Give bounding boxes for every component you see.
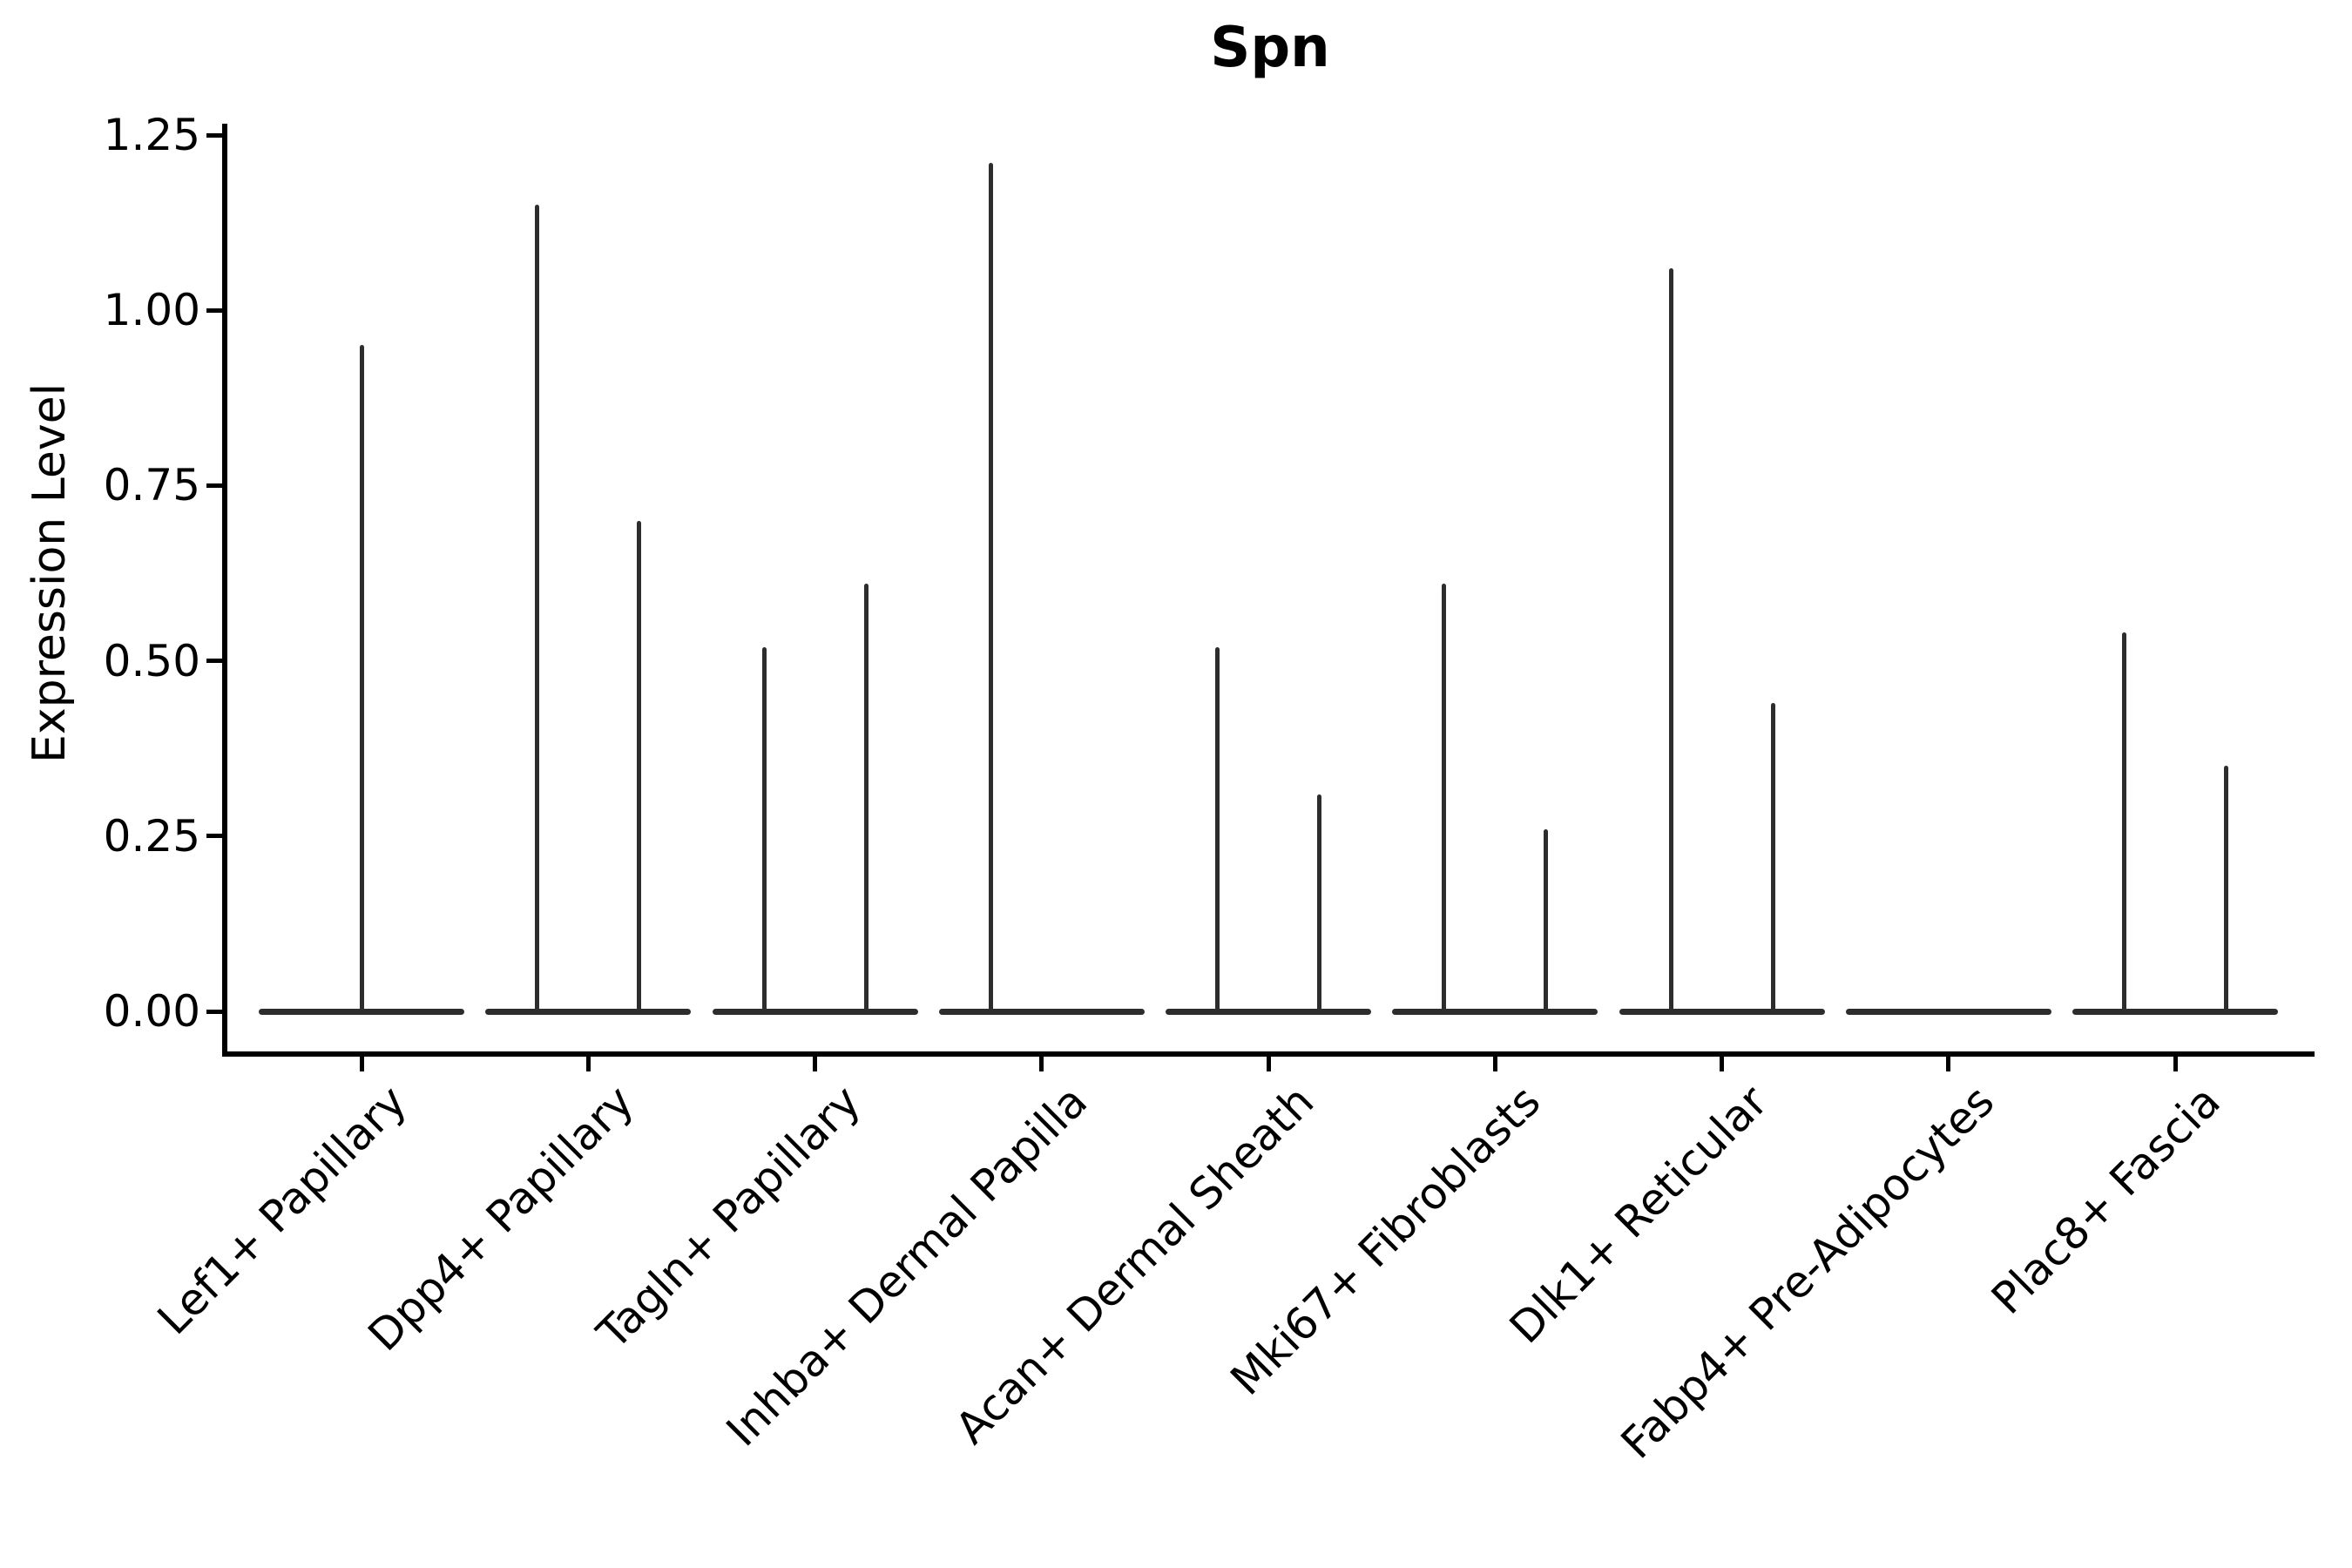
violin-spike xyxy=(1668,267,1673,1011)
x-tick-mark xyxy=(585,1057,591,1071)
violin-baseline xyxy=(1392,1008,1598,1015)
violin-spike xyxy=(637,520,642,1011)
violin-spike xyxy=(359,345,364,1011)
violin-spike xyxy=(1215,646,1220,1011)
y-tick-mark xyxy=(206,132,222,138)
violin-spike xyxy=(761,646,767,1011)
y-tick-label: 1.25 xyxy=(103,110,200,160)
violin-baseline xyxy=(259,1008,464,1015)
x-tick-mark xyxy=(1039,1057,1044,1071)
violin-baseline xyxy=(938,1008,1145,1015)
violin-baseline xyxy=(1619,1008,1825,1015)
y-tick-mark xyxy=(206,308,222,313)
violin-spike xyxy=(1770,702,1775,1011)
violin-spike xyxy=(1317,794,1321,1011)
x-axis-category-label: Fabp4+ Pre-Adipocytes xyxy=(1611,1076,2004,1469)
y-tick-label: 0.25 xyxy=(103,810,200,862)
violin-spike xyxy=(535,205,540,1011)
x-tick-mark xyxy=(1720,1057,1724,1071)
plot-title: Spn xyxy=(1210,16,1330,80)
y-axis-spine xyxy=(222,124,227,1057)
violin-baseline xyxy=(485,1008,692,1015)
x-tick-mark xyxy=(1946,1057,1951,1071)
y-tick-mark xyxy=(206,483,222,488)
y-tick-mark xyxy=(206,834,222,839)
x-tick-mark xyxy=(359,1057,364,1071)
violin-spike xyxy=(863,584,868,1011)
y-tick-label: 0.50 xyxy=(103,635,200,686)
y-tick-label: 0.00 xyxy=(103,986,200,1037)
y-axis-label: Expression Level xyxy=(24,382,76,764)
x-axis-spine xyxy=(222,1051,2315,1057)
violin-baseline xyxy=(712,1008,918,1015)
x-tick-mark xyxy=(813,1057,817,1071)
x-axis-category-label: Plac8+ Fascia xyxy=(1982,1076,2231,1324)
violin-baseline xyxy=(1166,1008,1371,1015)
violin-spike xyxy=(988,163,993,1011)
y-tick-label: 0.75 xyxy=(103,460,200,511)
violin-spike xyxy=(1442,584,1447,1011)
y-tick-mark xyxy=(206,1009,222,1014)
x-axis-category-label: Lef1+ Papillary xyxy=(148,1076,417,1345)
violin-baseline xyxy=(1845,1008,2051,1015)
violin-spike xyxy=(2224,766,2228,1011)
y-tick-label: 1.00 xyxy=(103,285,200,336)
x-tick-mark xyxy=(1492,1057,1497,1071)
violin-baseline xyxy=(2072,1008,2278,1015)
x-tick-mark xyxy=(2173,1057,2178,1071)
y-tick-mark xyxy=(206,659,222,664)
violin-spike xyxy=(1544,828,1549,1011)
violin-spike xyxy=(2122,632,2126,1011)
x-tick-mark xyxy=(1266,1057,1271,1071)
